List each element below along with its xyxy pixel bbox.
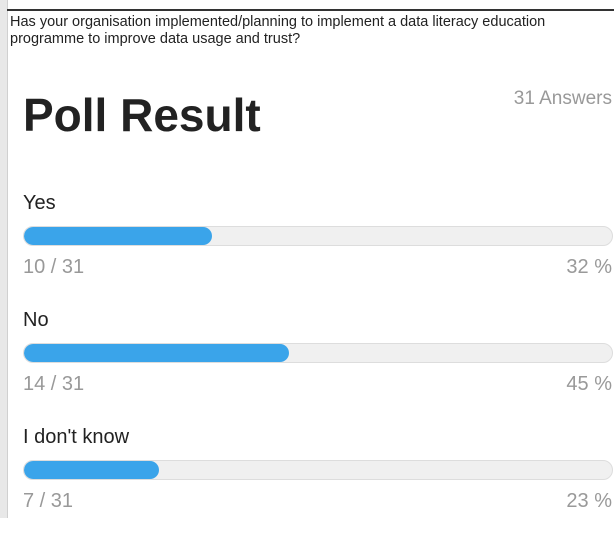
progress-track bbox=[23, 343, 613, 363]
poll-option: No 14 / 31 45 % bbox=[23, 309, 614, 419]
progress-bar bbox=[24, 461, 160, 479]
left-border bbox=[0, 0, 8, 518]
poll-option: Yes 10 / 31 32 % bbox=[23, 192, 614, 302]
page: Has your organisation implemented/planni… bbox=[0, 0, 614, 518]
option-label: I don't know bbox=[23, 426, 130, 448]
top-border bbox=[7, 9, 614, 11]
answers-count: 31 Answers bbox=[513, 88, 612, 109]
vote-count: 7 / 31 bbox=[23, 490, 74, 512]
vote-count: 10 / 31 bbox=[23, 256, 85, 278]
option-label: Yes bbox=[23, 192, 56, 214]
vote-percent: 23 % bbox=[566, 490, 612, 512]
poll-widget: Has your organisation implemented/planni… bbox=[0, 0, 614, 518]
poll-option: I don't know 7 / 31 23 % bbox=[23, 426, 614, 536]
question: Has your organisation implemented/planni… bbox=[10, 14, 546, 47]
progress-bar bbox=[24, 227, 213, 245]
vote-count: 14 / 31 bbox=[23, 373, 85, 395]
progress-bar bbox=[24, 344, 289, 362]
progress-track bbox=[23, 460, 613, 480]
vote-percent: 45 % bbox=[566, 373, 612, 395]
option-label: No bbox=[23, 309, 49, 331]
vote-percent: 32 % bbox=[566, 256, 612, 278]
title: Poll Result bbox=[23, 89, 261, 141]
progress-track bbox=[23, 226, 613, 246]
